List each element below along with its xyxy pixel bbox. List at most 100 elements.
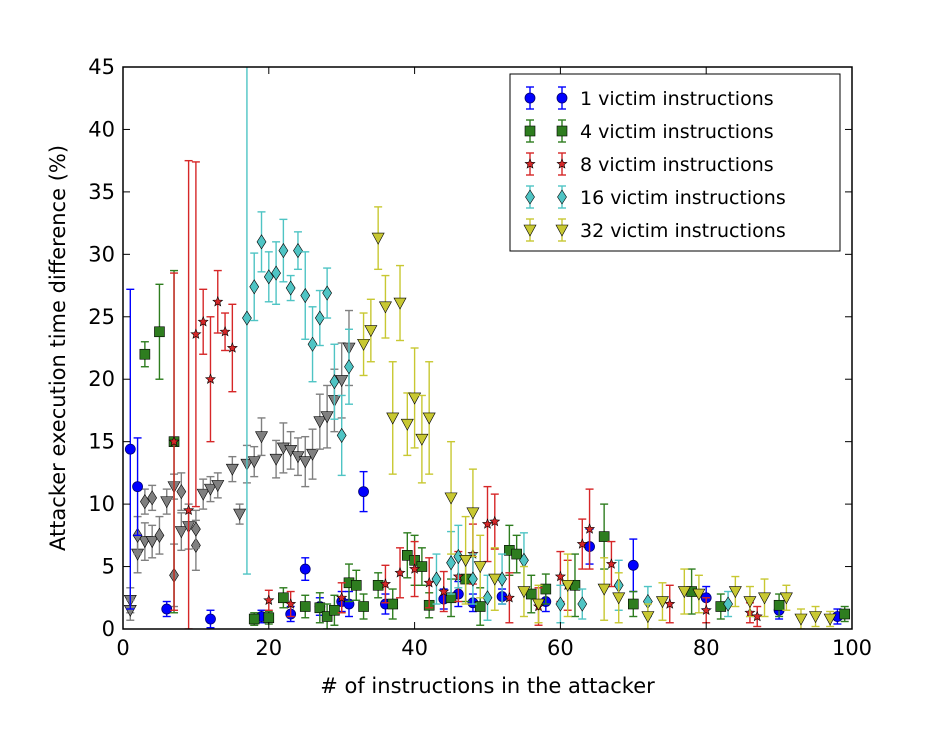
data-point	[372, 579, 384, 591]
data-point	[794, 613, 808, 626]
legend-marker	[523, 224, 537, 237]
data-point	[211, 480, 225, 493]
data-point	[196, 488, 210, 501]
data-point	[271, 265, 281, 281]
data-point	[306, 448, 320, 461]
data-point	[161, 603, 173, 615]
data-point	[466, 507, 480, 520]
data-point	[612, 592, 626, 605]
data-point	[263, 594, 275, 605]
series-16-victim-instructions	[242, 67, 733, 624]
data-point	[823, 613, 837, 626]
y-tick-label: 35	[88, 180, 115, 204]
data-point	[197, 316, 209, 327]
y-tick-label: 25	[88, 305, 115, 329]
data-point	[393, 297, 407, 310]
data-point	[489, 515, 501, 527]
data-point	[416, 561, 428, 572]
x-tick-label: 20	[255, 636, 282, 660]
data-point	[809, 611, 823, 624]
data-point	[203, 483, 217, 496]
data-point	[329, 374, 340, 390]
data-point	[379, 578, 391, 589]
data-point	[415, 433, 429, 446]
data-point	[554, 570, 566, 582]
legend-marker	[555, 224, 569, 237]
data-point	[779, 592, 793, 605]
data-point	[503, 592, 515, 603]
data-point	[263, 269, 274, 285]
data-point	[511, 548, 522, 560]
data-point	[839, 608, 851, 620]
y-axis-ticks: 0 5 10 15 20 25 30 35 40 45	[88, 55, 852, 641]
legend-marker	[556, 158, 568, 169]
data-point	[577, 596, 588, 612]
legend-entry: 32 victim instructions	[523, 218, 786, 242]
data-point	[677, 586, 691, 599]
data-point	[299, 563, 311, 575]
data-point	[168, 435, 180, 447]
data-point	[481, 518, 494, 529]
data-point	[371, 232, 385, 245]
legend-entry: 8 victim instructions	[524, 152, 774, 176]
data-point	[532, 598, 546, 611]
data-point	[256, 234, 267, 250]
data-point	[174, 526, 188, 539]
data-point	[453, 549, 464, 565]
data-point	[140, 494, 150, 510]
data-point	[378, 301, 392, 314]
y-tick-label: 15	[88, 430, 115, 454]
data-point	[247, 456, 261, 469]
x-axis-ticks: 0 20 40 60 80 100	[116, 67, 872, 660]
data-point	[278, 592, 289, 604]
data-point	[336, 592, 348, 603]
y-tick-label: 45	[88, 55, 115, 79]
data-point	[219, 326, 231, 337]
data-point	[446, 555, 456, 571]
data-point	[314, 602, 326, 614]
legend-entry: 1 victim instructions	[524, 86, 774, 110]
data-point	[329, 604, 340, 616]
y-tick-label: 0	[102, 617, 115, 641]
data-point	[386, 412, 400, 425]
data-point	[641, 611, 655, 624]
data-point	[627, 598, 639, 610]
data-point	[226, 342, 238, 353]
data-point	[336, 427, 347, 443]
y-tick-label: 10	[88, 492, 115, 516]
data-point	[307, 336, 318, 352]
data-point	[284, 445, 298, 458]
data-point	[233, 508, 247, 521]
legend: 1 victim instructions 4 victim instructio…	[509, 73, 841, 252]
data-point	[204, 373, 216, 384]
x-tick-label: 40	[401, 636, 428, 660]
data-point	[473, 561, 487, 574]
legend-label: 16 victim instructions	[580, 187, 786, 209]
data-point	[422, 412, 436, 425]
data-point	[300, 287, 311, 304]
data-point	[751, 610, 763, 622]
data-point	[322, 285, 332, 301]
data-point	[387, 598, 399, 610]
data-point	[474, 601, 486, 612]
data-point	[488, 573, 502, 586]
y-tick-label: 30	[88, 242, 115, 266]
data-point	[145, 536, 159, 549]
x-tick-label: 80	[693, 636, 720, 660]
data-point	[358, 486, 369, 498]
y-tick-label: 5	[102, 555, 115, 579]
data-point	[225, 463, 239, 476]
data-point	[358, 601, 369, 612]
y-axis-title: Attacker execution time difference (%)	[46, 145, 70, 551]
data-point	[561, 579, 575, 592]
data-point	[154, 527, 165, 543]
legend-marker	[524, 92, 536, 104]
data-point	[314, 310, 325, 326]
data-point	[147, 490, 158, 506]
data-point	[394, 567, 406, 578]
data-point	[205, 613, 216, 625]
series-32-victim-instructions	[357, 206, 837, 629]
data-point	[357, 338, 371, 351]
data-point	[773, 599, 785, 611]
data-point	[320, 411, 334, 424]
